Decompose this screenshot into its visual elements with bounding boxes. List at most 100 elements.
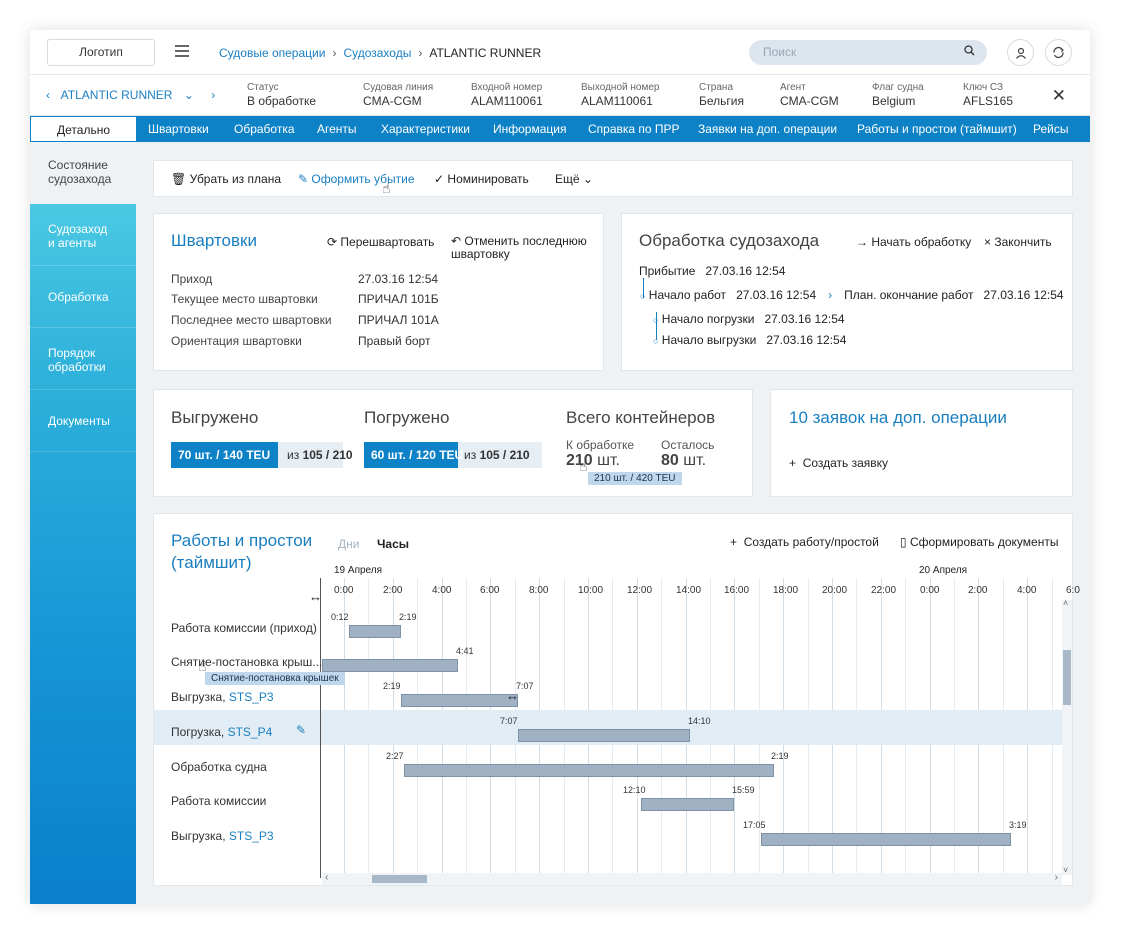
view-hours-toggle[interactable]: Часы <box>377 537 410 551</box>
nominate-button[interactable]: ✓ Номинировать <box>434 172 529 186</box>
tab-details[interactable]: Детально <box>30 116 137 142</box>
timesheet-bar[interactable] <box>518 729 690 742</box>
row-label-link[interactable]: STS_P3 <box>225 690 274 704</box>
breadcrumb-port-calls[interactable]: Судозаходы <box>343 46 412 60</box>
view-days-toggle[interactable]: Дни <box>338 537 360 551</box>
chevron-right-icon: › <box>418 46 423 60</box>
finish-button[interactable]: × Закончить <box>984 235 1052 249</box>
make-docs-label: Сформировать документы <box>909 535 1059 549</box>
mooring-value: 27.03.16 12:54 <box>358 272 439 286</box>
cancel-last-label: Отменить последнюю швартовку <box>451 234 587 261</box>
cancel-last-mooring-button[interactable]: ↶ Отменить последнюю швартовку <box>451 235 591 261</box>
logo-button[interactable]: Логотип <box>47 39 155 66</box>
timesheet-bar[interactable] <box>641 798 734 811</box>
more-dropdown[interactable]: Ещё ⌄ <box>555 172 593 186</box>
vessel-name[interactable]: ATLANTIC RUNNER <box>60 88 173 102</box>
timeline-line <box>643 278 644 298</box>
info-label: Агент <box>780 82 806 93</box>
close-icon[interactable]: ✕ <box>1051 86 1066 105</box>
hour-tick-label: 16:00 <box>724 585 750 596</box>
top-bar: Логотип Судовые операции › Судозаходы › ATLA… <box>30 30 1090 75</box>
edit-row-pencil-icon[interactable]: ✎ <box>296 723 307 737</box>
close-icon: × <box>984 235 992 249</box>
sidebar-item-documents[interactable]: Документы <box>30 390 136 452</box>
tab-agents[interactable]: Агенты <box>317 122 357 136</box>
remaining-value: 80 шт. <box>661 452 706 470</box>
search-icon[interactable] <box>964 40 975 65</box>
search-input[interactable]: Поиск <box>749 40 987 65</box>
vessel-switcher[interactable]: ‹ ATLANTIC RUNNER ⌄ › <box>46 88 223 102</box>
hour-tick-label: 4:00 <box>432 585 452 596</box>
create-work-button[interactable]: + Создать работу/простой <box>730 535 879 549</box>
timesheet-title: Работы и простои (таймшит) <box>171 530 312 574</box>
resize-handle-icon[interactable]: ↔ <box>506 688 519 703</box>
to-process-unit: шт. <box>597 452 620 469</box>
timesheet-bar[interactable] <box>349 625 401 638</box>
timesheet-card: Работы и простои (таймшит) Дни Часы + Соз… <box>153 513 1080 886</box>
remaining-unit: шт. <box>683 452 707 469</box>
row-label-link[interactable]: STS_P4 <box>224 725 273 739</box>
breadcrumb-ship-ops[interactable]: Судовые операции <box>219 46 326 60</box>
containers-title: Всего контейнеров <box>566 408 716 427</box>
resize-handle-icon[interactable]: ↔ <box>309 589 322 604</box>
horizontal-scrollbar[interactable]: ‹ › <box>322 872 1062 885</box>
tab-information[interactable]: Информация <box>493 122 567 136</box>
hour-tick-label: 2:00 <box>968 585 988 596</box>
timesheet-row-label[interactable]: Выгрузка, STS_P3 <box>171 690 274 704</box>
hour-tick-label: 6:00 <box>480 585 500 596</box>
unloaded-total: из 105 / 210 <box>287 442 353 468</box>
timesheet-row-label[interactable]: Снятие-постановка крыш... <box>171 655 322 669</box>
requests-title[interactable]: 10 заявок на доп. операции <box>789 408 1007 427</box>
tab-moorings[interactable]: Швартовки <box>148 122 209 136</box>
chevron-down-icon[interactable]: ⌄ <box>183 88 194 102</box>
row-label-link[interactable]: STS_P3 <box>225 829 274 843</box>
info-label: Страна <box>699 82 734 93</box>
vertical-scrollbar-thumb[interactable] <box>1063 650 1071 705</box>
scroll-up-icon[interactable]: ˄ <box>1063 598 1069 608</box>
remoor-button[interactable]: ⟳ Перешвартовать <box>327 235 434 249</box>
work-start-label: Начало работ <box>648 288 727 302</box>
scroll-down-icon[interactable]: ˅ <box>1063 865 1069 875</box>
sidebar-item-order[interactable]: Порядок обработки <box>30 328 136 390</box>
timesheet-row-label[interactable]: Обработка судна <box>171 760 267 774</box>
timesheet-bar[interactable] <box>761 833 1011 846</box>
hour-tick-label: 22:00 <box>871 585 897 596</box>
user-icon[interactable] <box>1007 39 1034 66</box>
timesheet-bar[interactable] <box>322 659 458 672</box>
timesheet-bar[interactable] <box>404 764 774 777</box>
horizontal-scrollbar-thumb[interactable] <box>372 875 427 883</box>
tab-voyages[interactable]: Рейсы <box>1033 122 1069 136</box>
info-agent: Агент CMA-CGM <box>780 82 839 108</box>
sidebar-item-processing[interactable]: Обработка <box>30 266 136 328</box>
timesheet-row-label[interactable]: Работа комиссии <box>171 794 266 808</box>
sidebar-item-call-agents[interactable]: Судозаход и агенты <box>30 204 136 266</box>
tab-cargo-report[interactable]: Справка по ПРР <box>588 122 680 136</box>
info-label: Ключ СЗ <box>963 82 1004 93</box>
tab-extra-requests[interactable]: Заявки на доп. операции <box>698 122 838 136</box>
timesheet-bar[interactable] <box>401 694 518 707</box>
refresh-icon[interactable] <box>1045 39 1072 66</box>
start-processing-button[interactable]: → Начать обработку <box>856 235 971 249</box>
chevron-right-icon[interactable]: › <box>211 88 216 102</box>
menu-icon[interactable] <box>175 45 189 57</box>
timesheet-row-label[interactable]: Погрузка, STS_P4 <box>171 725 272 739</box>
chevron-left-icon[interactable]: ‹ <box>46 88 50 102</box>
timesheet-row-label[interactable]: Выгрузка, STS_P3 <box>171 829 274 843</box>
vertical-scrollbar[interactable]: ˄ ˅ <box>1062 598 1072 875</box>
loaded-title: Погружено <box>364 408 450 427</box>
timesheet-row-label[interactable]: Работа комиссии (приход) <box>171 621 317 635</box>
tab-timesheet[interactable]: Работы и простои (таймшит) <box>857 122 1017 136</box>
scroll-right-icon[interactable]: › <box>1054 872 1058 883</box>
make-docs-button[interactable]: ▯ Сформировать документы <box>900 535 1058 549</box>
register-departure-button[interactable]: ✎ Оформить убытие <box>298 172 415 186</box>
tab-characteristics[interactable]: Характеристики <box>381 122 470 136</box>
mooring-key: Текущее место швартовки <box>171 292 318 306</box>
create-request-button[interactable]: + Создать заявку <box>789 456 888 470</box>
info-outbound: Выходной номер ALAM110061 <box>581 82 659 108</box>
remove-from-plan-button[interactable]: 🗑 Убрать из плана <box>171 172 281 186</box>
sidebar-item-state[interactable]: Состояние судозахода <box>30 142 136 204</box>
mooring-title[interactable]: Швартовки <box>171 231 257 250</box>
requests-card: 10 заявок на доп. операции + Создать зая… <box>770 389 1073 497</box>
tab-processing[interactable]: Обработка <box>234 122 295 136</box>
scroll-left-icon[interactable]: ‹ <box>325 872 329 883</box>
